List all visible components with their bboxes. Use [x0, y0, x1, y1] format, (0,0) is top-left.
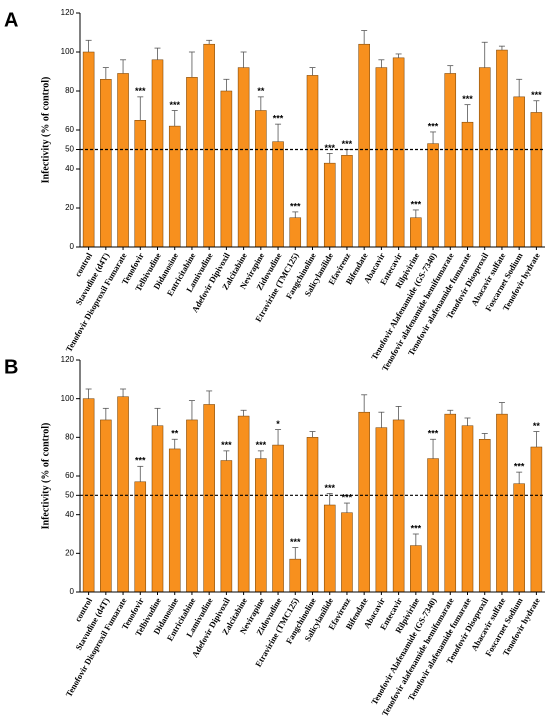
bar — [461, 425, 474, 593]
bar — [100, 79, 112, 248]
bar — [134, 120, 147, 248]
bar — [306, 75, 319, 248]
bar — [513, 96, 525, 248]
bar — [203, 404, 215, 593]
bar — [444, 73, 457, 248]
y-tick-label: 20 — [65, 548, 74, 557]
y-tick-label: 80 — [65, 432, 74, 441]
bar — [530, 446, 543, 593]
bar — [341, 512, 353, 593]
bar — [341, 155, 353, 248]
significance-label: *** — [428, 121, 439, 131]
bar — [272, 141, 284, 248]
significance-label: * — [276, 419, 280, 429]
significance-label: *** — [324, 143, 335, 153]
y-tick-label: 60 — [65, 125, 74, 134]
bar — [237, 415, 250, 593]
bar — [306, 437, 319, 593]
significance-label: *** — [342, 139, 353, 149]
bar — [151, 425, 164, 593]
significance-label: *** — [135, 86, 146, 96]
significance-label: *** — [531, 90, 542, 100]
y-tick-label: 80 — [65, 86, 74, 95]
y-tick-label: 0 — [70, 587, 75, 596]
bar — [461, 121, 474, 248]
significance-label: *** — [342, 492, 353, 502]
bar — [375, 67, 388, 248]
significance-label: *** — [428, 429, 439, 439]
panel-label: B — [4, 356, 18, 378]
bar — [392, 419, 405, 593]
y-tick-label: 100 — [61, 47, 75, 56]
significance-label: *** — [462, 94, 473, 104]
significance-label: *** — [324, 483, 335, 493]
bar — [375, 427, 388, 593]
bar — [323, 504, 336, 593]
bar — [513, 483, 525, 593]
significance-label: *** — [221, 440, 232, 450]
bar — [410, 545, 422, 593]
significance-label: *** — [411, 199, 422, 209]
bar — [496, 49, 508, 248]
bar — [203, 43, 215, 248]
y-axis-label: Infectivity (% of control) — [40, 423, 51, 530]
bar — [272, 444, 284, 593]
significance-label: *** — [169, 100, 180, 110]
bar — [478, 67, 491, 248]
y-axis-label: Infectivity (% of control) — [40, 77, 51, 184]
y-tick-label: 40 — [65, 164, 74, 173]
bar — [410, 217, 422, 248]
bar — [496, 413, 508, 593]
bar — [427, 458, 439, 593]
bar — [255, 110, 267, 248]
bar — [358, 43, 370, 248]
y-tick-label: 50 — [65, 490, 74, 499]
significance-label: *** — [256, 440, 267, 450]
bar — [100, 419, 112, 593]
significance-label: *** — [290, 201, 301, 211]
significance-label: ** — [533, 421, 541, 431]
bar — [444, 413, 457, 593]
y-tick-label: 50 — [65, 145, 74, 154]
bar — [237, 67, 250, 248]
panel-label: A — [4, 9, 18, 31]
bar — [392, 57, 405, 248]
bar — [168, 125, 181, 248]
bar — [358, 411, 370, 593]
bar — [134, 481, 147, 593]
significance-label: *** — [135, 456, 146, 466]
bar — [289, 558, 302, 593]
significance-label: *** — [290, 537, 301, 547]
bar — [117, 73, 129, 248]
y-tick-label: 120 — [61, 355, 75, 364]
significance-label: ** — [171, 429, 179, 439]
significance-label: *** — [273, 114, 284, 124]
significance-label: *** — [411, 523, 422, 533]
bar — [530, 112, 543, 248]
y-tick-label: 120 — [61, 8, 75, 17]
bar — [427, 143, 439, 248]
y-tick-label: 100 — [61, 394, 75, 403]
bar — [289, 217, 302, 248]
bar — [186, 419, 198, 593]
bar — [168, 448, 181, 593]
bar — [478, 439, 491, 593]
bar — [117, 396, 129, 593]
bar — [220, 460, 233, 593]
bar — [255, 458, 267, 593]
significance-label: ** — [257, 86, 265, 96]
y-tick-label: 0 — [70, 242, 75, 251]
significance-label: *** — [514, 462, 525, 472]
y-tick-label: 60 — [65, 471, 74, 480]
y-tick-label: 20 — [65, 203, 74, 212]
bar — [186, 77, 198, 248]
bar — [220, 90, 233, 248]
y-tick-label: 40 — [65, 510, 74, 519]
bar — [323, 162, 336, 248]
bar — [151, 59, 164, 248]
